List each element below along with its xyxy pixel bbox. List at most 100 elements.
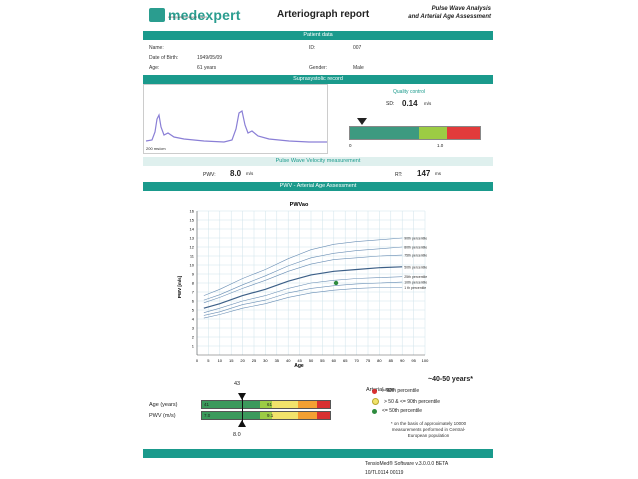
y-tick-label: 13 — [190, 236, 195, 241]
x-tick-label: 50 — [309, 358, 314, 363]
y-tick-label: 15 — [190, 218, 195, 223]
age-lightgreen-segment — [259, 401, 273, 408]
pwv-value: 8.0 — [230, 169, 242, 178]
x-tick-label: 60 — [332, 358, 337, 363]
waveform-scale-label: 200 ms/cm — [146, 146, 166, 151]
age-orange-segment — [297, 401, 318, 408]
pwv-orange-segment — [297, 412, 318, 419]
y-tick-label: 5 — [192, 308, 195, 313]
pwv-right-value: 9.1 — [267, 413, 274, 418]
age-yellow-segment — [272, 401, 298, 408]
y-tick-label: 2 — [192, 335, 195, 340]
chart-title: PWVao — [290, 202, 309, 208]
suprasystolic-waveform: 200 ms/cm — [143, 84, 328, 154]
suprasystolic-section-header: Suprasystolic record — [143, 75, 493, 84]
y-tick-label: 16 — [190, 209, 195, 214]
sd-unit: m/s — [424, 101, 432, 106]
green-dot-icon — [372, 408, 377, 414]
x-tick-label: 85 — [389, 358, 394, 363]
waveform-plot — [145, 110, 327, 143]
gender-label: Gender: — [309, 65, 328, 71]
series-label: 10th percentile — [404, 281, 427, 285]
pwv-green-segment — [202, 412, 260, 419]
pwv-measurement-header: Pulse Wave Velocity measurement — [143, 157, 493, 166]
legend-item-label: > 50 & <= 90th percentile — [384, 398, 441, 405]
x-tick-label: 15 — [229, 358, 234, 363]
age-left-value: 41 — [204, 402, 210, 407]
legend-item-label: <= 50th percentile — [382, 408, 423, 414]
age-color-row — [201, 400, 331, 409]
software-version: TensioMed® Software v.3.0.0.0 BETA — [365, 461, 449, 467]
series-label: 90th percentile — [404, 237, 427, 241]
y-tick-label: 11 — [190, 254, 195, 259]
pwv-left-value: 7.0 — [204, 413, 211, 418]
legend-item-label: > 90th percentile — [382, 388, 420, 394]
pwv-unit: m/s — [246, 171, 254, 176]
age-marker-value: 43 — [234, 381, 241, 387]
pwv-marker-value: 8.0 — [233, 432, 241, 438]
y-tick-label: 4 — [192, 317, 195, 322]
x-tick-label: 55 — [320, 358, 325, 363]
series-line-3 — [203, 266, 403, 309]
y-tick-label: 9 — [192, 272, 195, 277]
pwv-color-row — [201, 411, 331, 420]
x-tick-label: 20 — [240, 358, 245, 363]
rt-value: 147 — [417, 169, 431, 178]
chart-xlabel: Age — [294, 363, 304, 369]
footnote-line: European population — [407, 433, 450, 438]
quality-marker-icon — [357, 118, 367, 125]
logo-mark-icon — [149, 8, 165, 22]
y-tick-label: 12 — [190, 245, 195, 250]
y-tick-label: 10 — [190, 263, 195, 268]
serial-number: 10/TL0114 00119 — [365, 470, 404, 476]
gender-value: Male — [353, 65, 364, 71]
y-tick-label: 3 — [192, 326, 195, 331]
x-tick-label: 25 — [252, 358, 257, 363]
pwv-percentile-chart: PWVao Age PWV [m/s] 0 5 10 15 20 25 30 35 40 45 50… — [173, 197, 463, 372]
y-tick-label: 6 — [192, 299, 195, 304]
logo-tagline: cutting-edge research - Heart — [168, 15, 208, 19]
x-tick-label: 90 — [400, 358, 405, 363]
pwv-chart-svg: PWVao Age PWV [m/s] 0 5 10 15 20 25 30 35 40 45 50… — [177, 202, 429, 369]
name-label: Name: — [149, 45, 164, 51]
report-subtitle-line1: Pulse Wave Analysis — [431, 6, 491, 12]
series-line-1 — [203, 246, 403, 301]
sd-label: SD: — [386, 101, 395, 107]
footnote-line: measurements performed in Central- — [391, 427, 466, 432]
series-line-4 — [203, 276, 403, 313]
age-red-segment — [317, 401, 330, 408]
yellow-dot-icon — [372, 398, 379, 405]
series-label: 75th percentile — [404, 254, 427, 258]
x-tick-label: 95 — [411, 358, 416, 363]
series-label: 80th percentile — [404, 246, 427, 250]
y-tick-label: 8 — [192, 281, 195, 286]
x-tick-label: 30 — [263, 358, 268, 363]
arterial-age-legend: Arterial age: ~40-50 years* > 90th perce… — [366, 376, 491, 438]
report-subtitle: Pulse Wave Analysis and Arterial Age Ass… — [408, 5, 491, 21]
x-tick-label: 100 — [422, 358, 429, 363]
x-tick-label: 40 — [286, 358, 291, 363]
age-green-segment — [202, 401, 260, 408]
age-row-label: Age (years) — [149, 402, 178, 408]
age-value: 61 years — [197, 65, 217, 71]
x-tick-label: 65 — [343, 358, 348, 363]
arterial-age-value: ~40-50 years* — [428, 376, 473, 383]
pwv-lightgreen-segment — [259, 412, 273, 419]
age-right-value: 61 — [267, 402, 273, 407]
series-label: 25th percentile — [404, 275, 427, 279]
logo: medexpert — [149, 7, 241, 23]
logo-text: medexpert — [168, 7, 241, 23]
x-tick-label: 45 — [297, 358, 302, 363]
quality-medium-segment — [418, 127, 448, 139]
quality-scale-min: 0 — [349, 143, 352, 148]
y-tick-label: 1 — [192, 344, 195, 349]
pwv-marker-icon — [238, 420, 246, 427]
marker-line — [241, 398, 243, 422]
quality-poor-segment — [447, 127, 480, 139]
patient-section-header: Patient data — [143, 31, 493, 40]
series-label: 1 th percentile — [404, 286, 426, 290]
sd-value: 0.14 — [402, 99, 418, 108]
report-subtitle-line2: and Arterial Age Assessment — [408, 14, 491, 20]
legend-item-red: > 90th percentile — [372, 388, 419, 394]
id-label: ID: — [309, 45, 316, 51]
